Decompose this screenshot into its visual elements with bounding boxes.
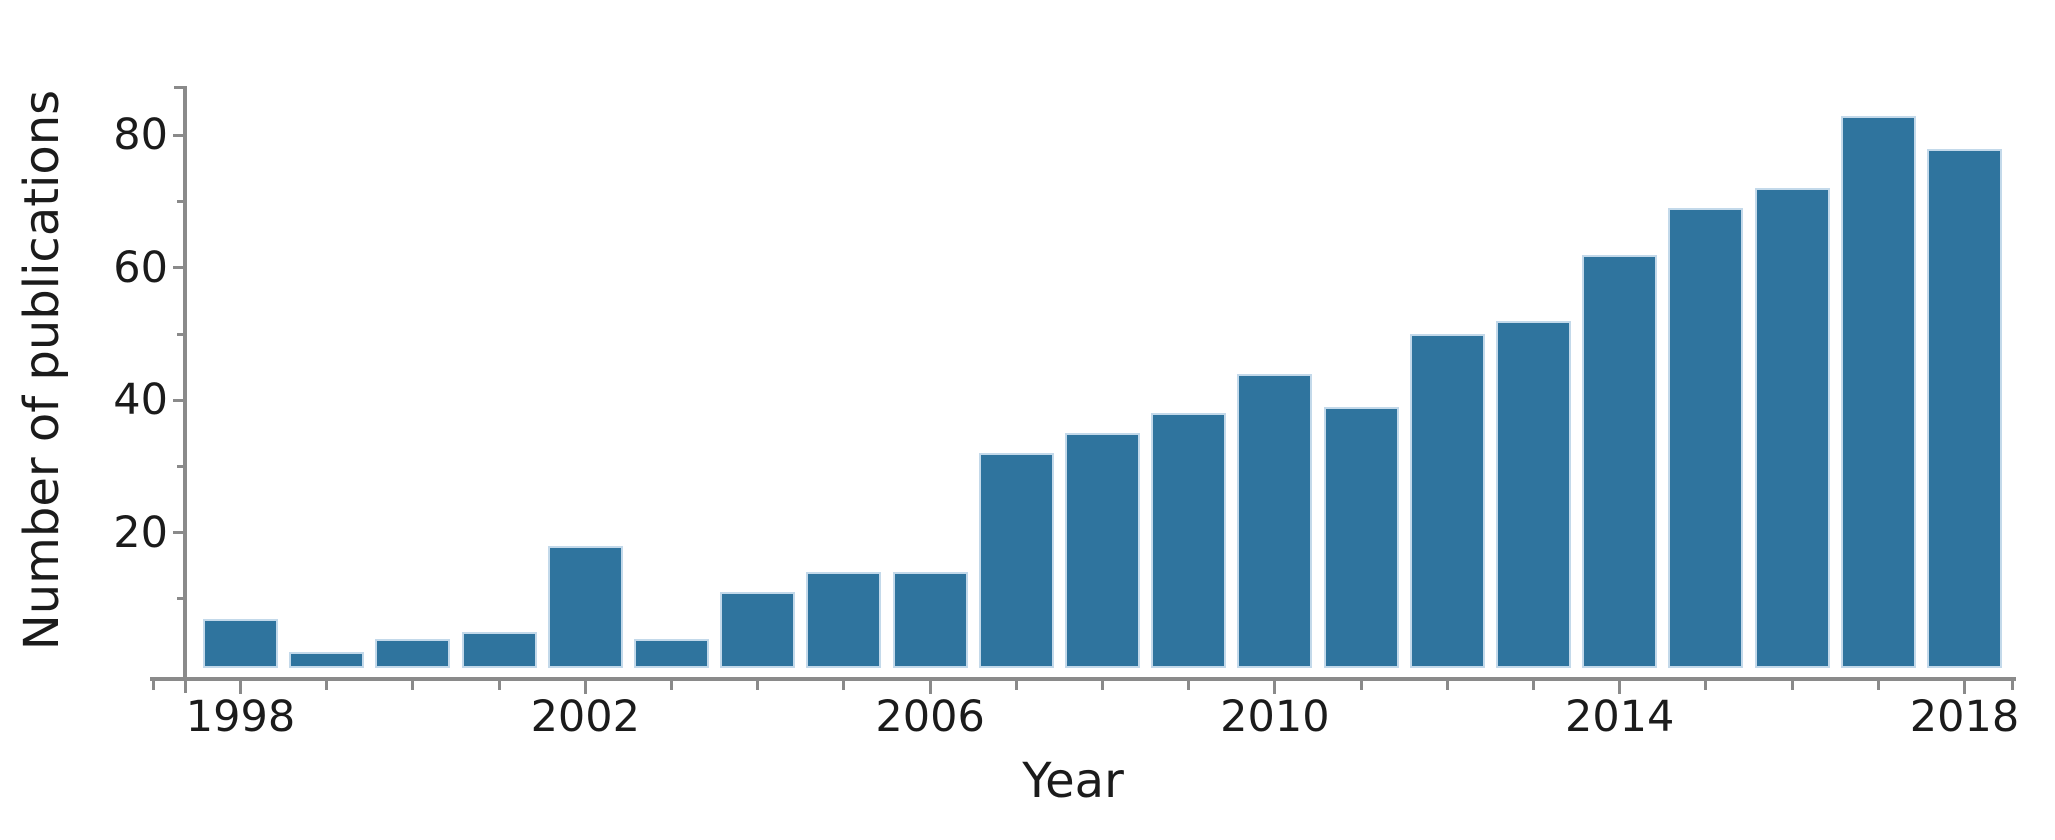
- x-axis-title: Year: [1022, 753, 1124, 809]
- bar-2009: [1151, 413, 1227, 668]
- x-tick-label-2002: 2002: [530, 692, 641, 742]
- x-tick-2003: [670, 681, 673, 690]
- x-tick-2016: [1790, 681, 1794, 690]
- bar-2012: [1409, 334, 1485, 668]
- y-minor-tick-50: [177, 332, 186, 336]
- x-tick-label-2014: 2014: [1564, 692, 1675, 742]
- x-tick-2014: [1618, 681, 1622, 694]
- bar-2017: [1840, 115, 1916, 668]
- x-tick-2008: [1101, 681, 1104, 690]
- y-major-tick-20: [173, 531, 186, 535]
- bar-2018: [1927, 148, 2002, 668]
- x-tick-2018: [1963, 681, 1966, 694]
- y-major-tick-80: [173, 133, 186, 137]
- y-axis-line: [183, 86, 187, 681]
- x-tick-2009: [1187, 681, 1191, 690]
- bar-2011: [1323, 406, 1399, 668]
- x-tick-2000: [411, 681, 415, 690]
- bar-2003: [634, 638, 709, 668]
- bar-2015: [1668, 208, 1744, 668]
- bar-2004: [720, 592, 796, 668]
- bar-2002: [547, 545, 623, 668]
- y-minor-tick-10: [177, 597, 186, 601]
- bar-2008: [1065, 433, 1140, 668]
- x-axis-line: [150, 677, 2016, 681]
- x-tick-2007: [1014, 681, 1018, 690]
- x-tick-2002: [583, 681, 587, 694]
- x-tick-2010: [1273, 681, 1277, 694]
- bar-2007: [978, 453, 1054, 668]
- x-axis-corner-tick: [184, 681, 187, 693]
- bar-2000: [375, 638, 451, 668]
- x-tick-1999: [325, 681, 329, 690]
- x-tick-2015: [1704, 681, 1708, 690]
- y-major-tick-60: [173, 266, 186, 270]
- y-tick-label-40: 40: [113, 375, 168, 426]
- x-tick-label-2006: 2006: [875, 692, 985, 742]
- y-major-tick-40: [173, 398, 186, 402]
- bar-1998: [203, 618, 278, 668]
- x-tick-2001: [497, 681, 501, 690]
- bar-2013: [1496, 320, 1571, 668]
- bar-2005: [806, 572, 882, 668]
- x-tick-2006: [928, 681, 932, 694]
- x-tick-2017: [1876, 681, 1880, 690]
- y-minor-tick-70: [177, 200, 186, 204]
- bar-1999: [289, 651, 365, 668]
- x-tick-2012: [1445, 681, 1449, 690]
- y-tick-label-20: 20: [113, 507, 168, 558]
- y-axis-title: Number of publications: [14, 89, 70, 651]
- x-axis-left-end-cap: [152, 681, 155, 690]
- x-tick-label-2010: 2010: [1220, 692, 1330, 742]
- y-minor-tick-30: [177, 464, 186, 468]
- y-tick-label-80: 80: [113, 110, 168, 161]
- y-tick-label-60: 60: [113, 242, 168, 293]
- x-tick-2005: [842, 681, 846, 690]
- x-axis-right-end-cap: [2011, 681, 2014, 690]
- x-tick-1998: [239, 681, 242, 694]
- x-tick-label-2018: 2018: [1909, 692, 2020, 742]
- bar-2010: [1237, 373, 1313, 668]
- x-tick-2013: [1532, 681, 1535, 690]
- x-tick-2011: [1359, 681, 1363, 690]
- x-tick-2004: [756, 681, 760, 690]
- x-tick-label-1998: 1998: [185, 692, 296, 742]
- y-axis-end-cap: [174, 86, 183, 89]
- bar-2014: [1582, 254, 1658, 668]
- bar-2006: [892, 572, 968, 668]
- bar-2001: [461, 631, 537, 668]
- bar-2016: [1754, 188, 1830, 668]
